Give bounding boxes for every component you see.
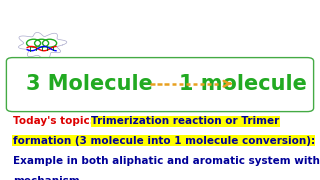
Text: formation (3 molecule into 1 molecule conversion):: formation (3 molecule into 1 molecule co… bbox=[13, 136, 315, 146]
Text: mechanism.: mechanism. bbox=[13, 176, 84, 180]
Text: 1 molecule: 1 molecule bbox=[179, 74, 307, 94]
FancyBboxPatch shape bbox=[6, 58, 314, 112]
Text: Today's topic:: Today's topic: bbox=[13, 116, 97, 126]
Text: Trimerization reaction or Trimer: Trimerization reaction or Trimer bbox=[91, 116, 279, 126]
Text: Example in both aliphatic and aromatic system with: Example in both aliphatic and aromatic s… bbox=[13, 156, 320, 166]
Text: 3 Molecule: 3 Molecule bbox=[26, 74, 152, 94]
